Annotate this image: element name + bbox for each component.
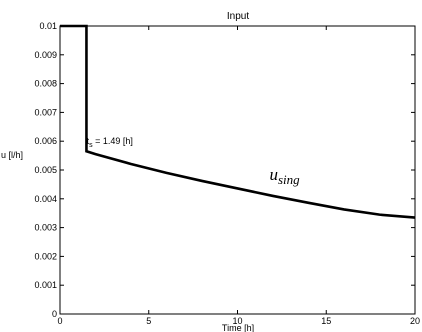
y-tick-label: 0 bbox=[52, 309, 57, 319]
y-tick-label: 0.007 bbox=[34, 107, 57, 117]
y-tick-label: 0.004 bbox=[34, 194, 57, 204]
switch-time-annotation: ts = 1.49 [h] bbox=[87, 136, 133, 149]
series-label-annotation: using bbox=[269, 165, 300, 187]
x-tick-label: 15 bbox=[321, 316, 331, 326]
series-line-0 bbox=[60, 24, 416, 219]
y-tick-label: 0.003 bbox=[34, 223, 57, 233]
y-axis-ticks: 0 0.001 0.002 0.003 0.004 0.005 0.006 0.007 0.00… bbox=[34, 21, 415, 319]
y-tick-label: 0.005 bbox=[34, 165, 57, 175]
y-tick-label: 0.002 bbox=[34, 251, 57, 261]
chart-title: Input bbox=[227, 11, 249, 22]
x-tick-label: 20 bbox=[410, 316, 420, 326]
x-tick-label: 5 bbox=[146, 316, 151, 326]
y-tick-label: 0.008 bbox=[34, 79, 57, 89]
y-axis-label: u [l/h] bbox=[1, 150, 23, 160]
y-tick-label: 0.009 bbox=[34, 50, 57, 60]
x-tick-label: 0 bbox=[57, 316, 62, 326]
y-tick-label: 0.001 bbox=[34, 280, 57, 290]
x-axis-label: Time [h] bbox=[222, 323, 254, 332]
y-tick-label: 0.006 bbox=[34, 136, 57, 146]
series-layer bbox=[60, 24, 416, 219]
plot-frame bbox=[59, 25, 416, 315]
x-axis-ticks: 0 5 10 15 20 bbox=[57, 26, 420, 326]
y-tick-label: 0.01 bbox=[39, 21, 57, 31]
x-tick-label: 10 bbox=[232, 316, 242, 326]
annotations: ts = 1.49 [h] using bbox=[87, 136, 300, 187]
